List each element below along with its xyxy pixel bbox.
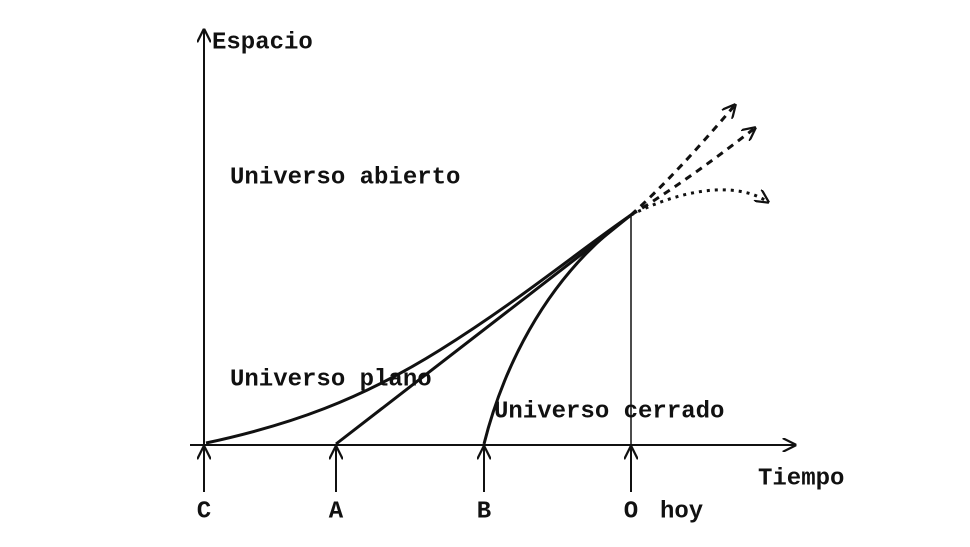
curve-label: Universo plano [230,366,432,393]
time-label: O [624,498,638,525]
time-label: B [477,498,491,525]
time-label: A [329,498,344,525]
future-closed [630,188,768,217]
x-label: Tiempo [758,465,844,492]
future-flat [630,128,755,217]
open-curve [205,213,632,445]
today-label: hoy [660,498,703,525]
curve-label: Universo abierto [230,164,460,191]
future-open [629,105,735,217]
curve-label: Universo cerrado [494,398,724,425]
time-label: C [197,498,211,525]
y-label: Espacio [212,29,313,56]
closed-curve [482,213,632,445]
